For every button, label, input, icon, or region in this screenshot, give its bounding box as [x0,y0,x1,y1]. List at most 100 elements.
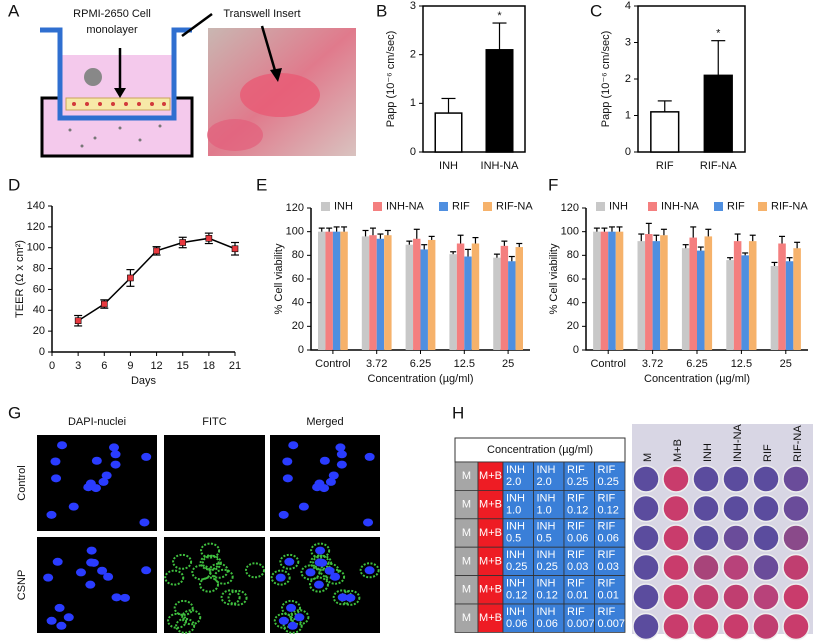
fitc-signal [359,562,380,579]
cell-text: 0.03 [598,561,619,573]
well [752,612,780,641]
nucleus [83,483,94,492]
bar [741,255,749,350]
y-tick-label: 120 [286,202,304,214]
x-tick-label: 12.5 [454,358,475,370]
panel-label: D [8,175,20,194]
panel-label: C [590,1,602,20]
bar [420,249,428,350]
table-cell [477,489,504,520]
cell-text: 0.06 [567,533,588,545]
legend-swatch [321,202,330,211]
fitc-signal [167,612,188,629]
nucleus [335,443,346,452]
nucleus [294,613,305,622]
table-cell [533,575,565,605]
well [722,524,750,552]
well [752,524,780,552]
well [692,494,720,523]
nucleus [282,474,293,483]
cell-text: INH [506,492,525,504]
micrograph [270,537,380,633]
x-tick-label: 0 [49,360,55,372]
fitc-signal [309,554,330,571]
bar [405,244,414,350]
y-tick-label: 40 [567,297,579,309]
cell-text: 1.0 [506,504,521,516]
panel-label: H [452,403,464,422]
bar [689,237,697,350]
micrograph [37,537,157,633]
nucleus [98,477,109,486]
y-tick-label: 100 [561,226,579,238]
table-cell [502,603,534,633]
fitc-signal [164,569,185,586]
y-tick-label: 0 [573,344,579,356]
y-axis-label: Papp (10⁻⁶ cm/sec) [600,31,612,128]
nucleus [287,621,298,630]
bar [384,235,392,350]
cell-text: 0.01 [598,590,619,602]
nucleus [305,568,316,577]
y-tick-label: 120 [27,221,45,233]
table-header [454,437,626,463]
bar [361,236,370,350]
table-cell [563,518,595,548]
cell-text: 0.06 [506,618,527,630]
x-axis-label: Days [131,375,157,387]
well [752,494,780,523]
cell-text: 2.0 [506,476,521,488]
bar [493,257,501,350]
bar [703,74,733,153]
row-label: Control [16,465,28,500]
cell-text: RIF [598,578,616,590]
nucleus [86,546,97,555]
table-cell [502,546,534,577]
cell-text: 0.12 [598,504,619,516]
fitc-signal [289,609,310,626]
legend-swatch [439,202,448,211]
well [782,553,810,582]
nucleus [101,471,112,480]
nucleus [91,456,102,465]
nucleus [68,502,79,511]
y-tick-label: 1 [625,109,631,121]
y-tick-label: 0 [410,146,416,158]
nucleus [54,603,65,612]
cell-text: 1.0 [537,504,552,516]
annotation: * [497,10,502,22]
y-tick-label: 1 [410,97,416,109]
cell-text: RIF [567,549,585,561]
cell-text: 0.25 [506,561,527,573]
nucleus [286,603,297,612]
well [692,524,720,552]
bar [681,248,690,350]
legend-swatch [714,202,723,211]
point [205,235,213,242]
well [632,612,660,641]
fitc-signal [199,576,220,593]
nucleus [337,593,348,602]
well [662,465,690,493]
plate-column-label: M+B [672,439,684,462]
column-label: DAPI-nuclei [68,416,126,428]
well [752,553,780,582]
y-tick-label: 4 [625,0,631,12]
y-tick-label: 2 [410,49,416,61]
well [632,524,660,552]
nucleus [88,558,99,567]
nucleus [50,457,61,466]
nanoparticles [84,68,102,86]
x-tick-label: Control [590,358,625,370]
table-cell [477,546,504,577]
y-tick-label: 80 [292,249,304,261]
fitc-signal [308,576,329,593]
legend-label: RIF [727,200,745,212]
x-tick-label: 25 [780,358,792,370]
x-tick-label: 18 [203,360,215,372]
cell-text: INH [537,578,556,590]
cell-text: M [462,527,471,539]
table-cell [594,461,626,491]
point [100,300,108,308]
